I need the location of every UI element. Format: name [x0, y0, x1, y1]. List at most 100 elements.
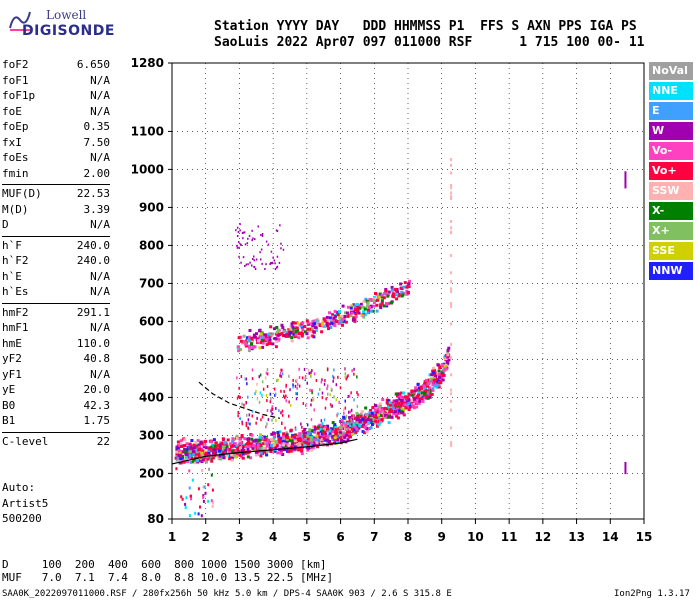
echo-point	[279, 451, 283, 455]
echo-point	[218, 449, 221, 453]
echo-point	[446, 362, 449, 366]
echo-point	[291, 433, 295, 437]
echo-point	[417, 402, 421, 405]
legend-item-e: E	[649, 102, 693, 120]
echo-point	[410, 390, 414, 393]
echo-point	[402, 408, 406, 412]
echo-point	[180, 461, 183, 465]
echo-point	[416, 382, 420, 386]
param-separator	[2, 431, 110, 433]
echo-point	[259, 332, 263, 336]
echo-point	[407, 392, 411, 396]
echo-point	[340, 319, 344, 323]
echo-point	[198, 457, 202, 461]
echo-point	[300, 446, 304, 450]
echo-point	[354, 312, 358, 316]
echo-point	[431, 383, 435, 387]
legend-item-x-: X-	[649, 202, 693, 220]
echo-point	[179, 445, 183, 448]
echo-point	[304, 375, 307, 378]
echo-point	[397, 292, 401, 296]
echo-point	[296, 392, 298, 396]
echo-point	[204, 491, 207, 495]
echo-point	[313, 408, 315, 412]
echo-point	[275, 266, 278, 269]
echo-point	[306, 442, 310, 446]
echo-point	[325, 321, 329, 325]
echo-point	[380, 301, 384, 305]
echo-point	[359, 302, 363, 306]
echo-point	[367, 308, 370, 312]
echo-point	[313, 322, 317, 326]
echo-point	[188, 514, 191, 518]
echo-point	[261, 380, 264, 384]
echo-point	[212, 450, 216, 454]
echo-point	[271, 332, 275, 336]
echo-point	[281, 413, 284, 417]
echo-point	[308, 371, 310, 375]
echo-point	[280, 332, 284, 336]
echo-point	[432, 373, 436, 377]
echo-point	[219, 446, 222, 450]
echo-point	[230, 458, 234, 462]
echo-point	[239, 395, 241, 399]
echo-point	[425, 394, 429, 398]
echo-point	[283, 448, 287, 452]
echo-point	[377, 405, 381, 409]
echo-point	[314, 326, 318, 329]
echo-point	[378, 402, 382, 406]
echo-point	[386, 292, 390, 296]
echo-point	[230, 457, 234, 460]
echo-point	[321, 396, 324, 400]
echo-point	[230, 453, 234, 457]
param-value: N/A	[90, 285, 110, 298]
echo-point	[424, 385, 428, 389]
echo-point	[333, 314, 337, 318]
echo-point	[350, 414, 354, 418]
echo-point	[276, 230, 279, 233]
echo-point	[368, 411, 372, 415]
echo-point	[251, 345, 255, 349]
y-tick-label: 400	[139, 390, 164, 404]
echo-point	[365, 299, 369, 303]
echo-point	[310, 398, 313, 402]
echo-point	[446, 353, 450, 357]
echo-point	[262, 446, 266, 450]
echo-point	[425, 396, 429, 400]
echo-point	[344, 427, 348, 431]
echo-point	[342, 422, 346, 426]
echo-point	[262, 336, 266, 340]
echo-point	[391, 406, 395, 410]
auto-label: Auto:	[2, 481, 36, 494]
echo-point	[306, 423, 309, 427]
echo-point	[259, 454, 263, 458]
echo-point	[360, 312, 364, 316]
echo-point	[324, 406, 327, 410]
echo-point	[251, 414, 253, 418]
echo-point	[377, 416, 381, 420]
echo-point	[376, 421, 379, 425]
echo-point	[334, 428, 338, 432]
echo-point	[284, 396, 286, 400]
echo-point	[431, 371, 435, 375]
echo-point	[214, 446, 218, 450]
echo-point	[433, 371, 437, 375]
echo-point	[185, 496, 188, 500]
echo-point	[368, 306, 372, 310]
param-name: hmF2	[2, 305, 29, 319]
echo-point	[293, 434, 297, 438]
echo-point	[309, 322, 313, 326]
echo-point	[373, 411, 377, 415]
param-value: N/A	[90, 269, 110, 283]
echo-point	[193, 446, 197, 450]
echo-point	[444, 357, 448, 361]
echo-point	[291, 325, 295, 329]
echo-point	[259, 451, 263, 455]
echo-point	[268, 335, 272, 339]
echo-point	[256, 397, 259, 401]
echo-point	[211, 504, 214, 508]
echo-point	[311, 391, 313, 395]
echo-point	[245, 263, 248, 266]
echo-point	[450, 220, 453, 223]
